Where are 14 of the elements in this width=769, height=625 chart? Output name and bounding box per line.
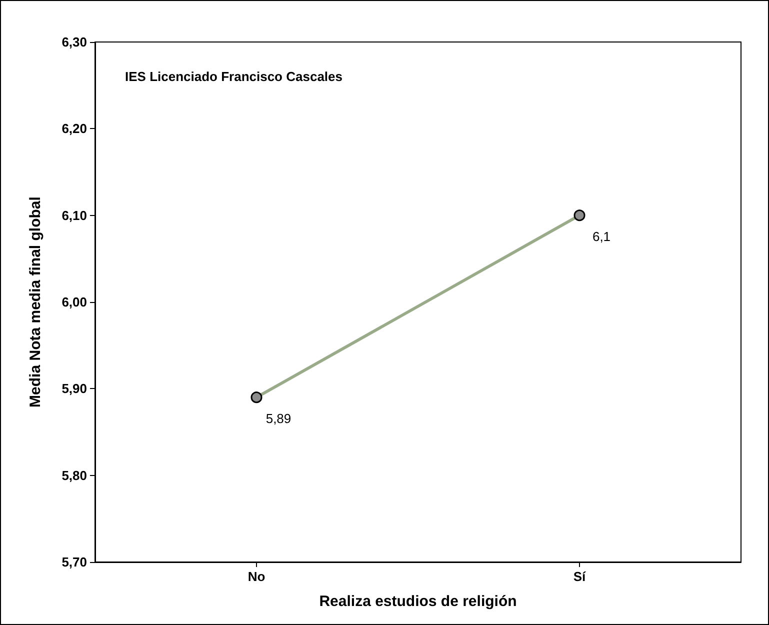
- data-label: 5,89: [266, 411, 292, 426]
- y-tick-label: 5,70: [62, 554, 87, 570]
- annotation: IES Licenciado Francisco Cascales: [125, 69, 342, 84]
- x-tick-label: No: [248, 569, 266, 584]
- y-tick-label: 6,30: [62, 34, 87, 50]
- data-label: 6,1: [592, 229, 611, 244]
- x-tick-label: Sí: [573, 569, 586, 584]
- y-tick-label: 5,90: [62, 381, 87, 396]
- y-tick-label: 6,20: [62, 121, 87, 136]
- y-axis-title: Media Nota media final global: [27, 196, 44, 408]
- y-tick-label: 6,00: [62, 294, 87, 310]
- y-tick-label: 6,10: [62, 208, 87, 223]
- x-axis-title: Realiza estudios de religión: [319, 593, 517, 610]
- y-tick-label: 5,80: [62, 468, 87, 483]
